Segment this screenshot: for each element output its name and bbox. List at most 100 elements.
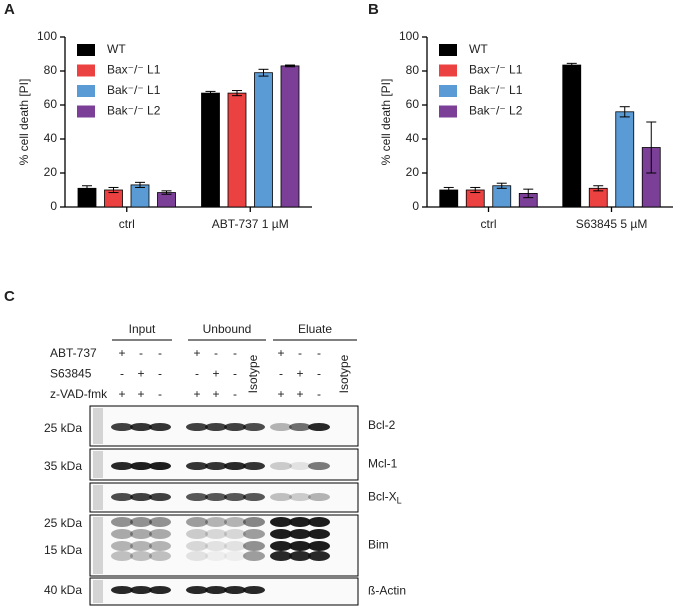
ladder	[93, 580, 103, 603]
group-label: Unbound	[203, 322, 252, 336]
band	[186, 423, 208, 431]
band	[149, 517, 171, 527]
band	[289, 462, 311, 470]
treatment-sign: -	[233, 367, 237, 381]
protein-name: ß-Actin	[368, 584, 406, 598]
treatment-sign: -	[195, 367, 199, 381]
panel-letter: C	[4, 288, 15, 305]
kda-marker: 40 kDa	[44, 583, 82, 597]
treatment-sign: -	[317, 367, 321, 381]
band	[130, 493, 152, 501]
band	[205, 423, 227, 431]
band	[205, 462, 227, 470]
band	[186, 493, 208, 501]
legend-swatch	[77, 44, 95, 56]
treatment-sign: -	[233, 346, 237, 360]
band	[224, 423, 246, 431]
band	[149, 586, 171, 594]
treatment-sign: -	[214, 346, 218, 360]
treatment-sign: +	[193, 346, 200, 360]
y-tick-label: 60	[44, 97, 58, 111]
band	[308, 529, 330, 539]
protein-name: Bcl-2	[368, 418, 396, 432]
treatment-sign: -	[158, 367, 162, 381]
band	[224, 586, 246, 594]
band	[243, 493, 265, 501]
band	[130, 551, 152, 561]
legend-label: Bak⁻/⁻ L1	[469, 83, 523, 97]
protein-label: Bim	[368, 538, 389, 552]
band	[270, 462, 292, 470]
treatment-sign: +	[277, 346, 284, 360]
band	[243, 541, 265, 551]
band	[111, 462, 133, 470]
x-tick-label: ABT-737 1 µM	[212, 217, 289, 231]
legend-label: Bak⁻/⁻ L2	[107, 104, 161, 118]
band	[111, 551, 133, 561]
band	[308, 551, 330, 561]
band	[308, 541, 330, 551]
band	[224, 517, 246, 527]
band	[270, 529, 292, 539]
treatment-label: ABT-737	[50, 346, 97, 360]
band	[186, 517, 208, 527]
protein-label: Mcl-1	[368, 457, 398, 471]
band	[186, 462, 208, 470]
band	[130, 541, 152, 551]
ladder	[93, 485, 103, 510]
treatment-sign: +	[277, 387, 284, 401]
band	[224, 529, 246, 539]
band	[243, 462, 265, 470]
band	[149, 551, 171, 561]
y-tick-label: 80	[406, 63, 420, 77]
band	[243, 529, 265, 539]
y-axis-label: % cell death [PI]	[17, 79, 31, 166]
bar	[562, 64, 582, 208]
band	[205, 551, 227, 561]
band	[205, 529, 227, 539]
legend-label: Bak⁻/⁻ L2	[469, 104, 523, 118]
protein-name: Mcl-1	[368, 457, 398, 471]
band	[224, 462, 246, 470]
y-tick-label: 100	[37, 29, 57, 43]
band	[289, 493, 311, 501]
treatment-sign: +	[296, 367, 303, 381]
band	[270, 493, 292, 501]
band	[186, 541, 208, 551]
y-tick-label: 40	[406, 131, 420, 145]
bar	[280, 65, 300, 208]
protein-name: Bim	[368, 538, 389, 552]
band	[289, 551, 311, 561]
band	[130, 517, 152, 527]
treatment-sign: -	[233, 387, 237, 401]
isotype-label: Isotype	[337, 354, 351, 393]
legend-label: Bax⁻/⁻ L1	[469, 63, 523, 77]
y-tick-label: 80	[44, 63, 58, 77]
legend-label: Bax⁻/⁻ L1	[107, 63, 161, 77]
kda-marker: 35 kDa	[44, 459, 82, 473]
band	[111, 529, 133, 539]
legend-swatch	[439, 85, 457, 97]
ladder	[93, 451, 103, 478]
band	[289, 541, 311, 551]
protein-label: Bcl-XL	[368, 490, 402, 506]
band	[205, 586, 227, 594]
ladder	[93, 517, 103, 574]
band	[149, 541, 171, 551]
band	[243, 517, 265, 527]
band	[111, 423, 133, 431]
band	[186, 551, 208, 561]
band	[130, 529, 152, 539]
treatment-sign: -	[317, 387, 321, 401]
treatment-sign: +	[212, 367, 219, 381]
band	[243, 586, 265, 594]
y-tick-label: 100	[399, 29, 419, 43]
legend-label: WT	[469, 42, 488, 56]
group-label: Eluate	[298, 322, 332, 336]
treatment-sign: +	[137, 367, 144, 381]
band	[205, 493, 227, 501]
panel-letter: A	[4, 1, 15, 18]
legend-label: Bak⁻/⁻ L1	[107, 83, 161, 97]
band	[308, 462, 330, 470]
